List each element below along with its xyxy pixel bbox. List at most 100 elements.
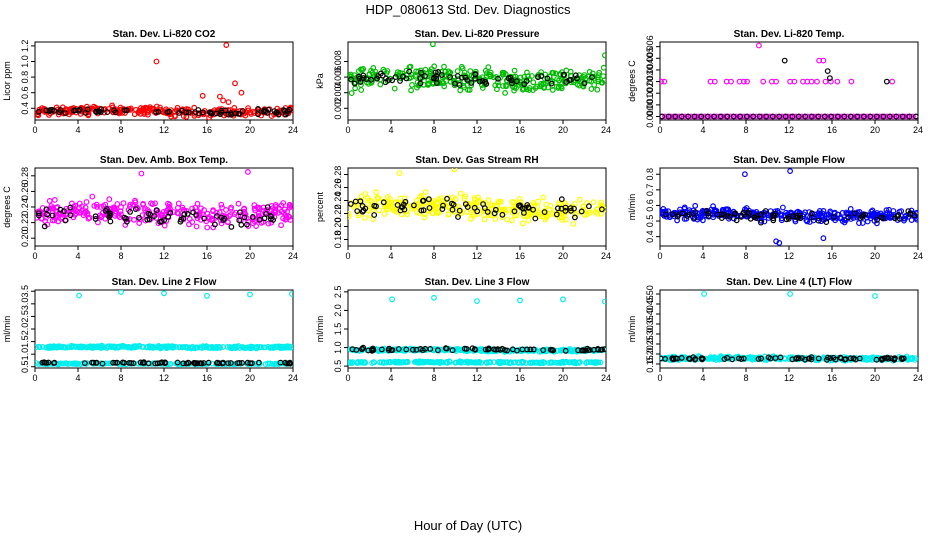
data-point	[183, 109, 190, 116]
data-point	[404, 211, 411, 218]
data-point	[756, 42, 762, 49]
data-point	[560, 296, 566, 303]
y-tick-label: 0.28	[20, 167, 30, 185]
data-point	[537, 360, 543, 367]
x-tick-label: 12	[159, 125, 169, 135]
data-point	[828, 78, 834, 85]
data-point	[902, 215, 908, 222]
data-point	[717, 113, 724, 120]
data-point	[540, 359, 547, 365]
data-point	[144, 207, 151, 213]
data-point	[164, 109, 171, 115]
data-point	[466, 200, 472, 207]
y-tick-label: 0.20	[645, 345, 655, 363]
data-point	[541, 209, 548, 216]
data-point	[286, 106, 293, 113]
data-point	[541, 84, 547, 91]
data-point	[598, 347, 604, 353]
data-point	[121, 107, 128, 113]
data-point	[385, 347, 392, 354]
data-point	[422, 189, 429, 196]
x-tick-label: 16	[827, 251, 837, 261]
data-point	[414, 197, 420, 204]
y-tick-label: 0.7	[645, 184, 655, 197]
x-tick-label: 24	[288, 373, 298, 383]
data-point	[435, 68, 442, 75]
data-point	[535, 211, 542, 218]
x-tick-label: 24	[913, 251, 923, 261]
data-point	[62, 110, 69, 116]
data-point	[818, 212, 825, 219]
x-tick-label: 24	[913, 373, 923, 383]
y-tick-label: 0.008	[333, 50, 343, 73]
y-tick-label: 0.5	[645, 215, 655, 228]
data-point	[251, 202, 258, 209]
data-point	[907, 355, 914, 362]
data-point	[769, 113, 776, 120]
data-point	[176, 109, 183, 116]
panel-title: Stan. Dev. Line 3 Flow	[425, 277, 530, 288]
data-point	[56, 210, 63, 217]
data-point	[576, 359, 582, 366]
data-point	[119, 359, 126, 366]
data-point	[899, 113, 906, 120]
data-point	[864, 113, 871, 120]
data-point	[114, 201, 121, 207]
y-tick-label: 0.22	[333, 205, 343, 223]
data-point	[127, 344, 134, 351]
data-point	[535, 74, 541, 81]
y-tick-label: 0.006	[645, 35, 655, 58]
y-tick-label: 0.40	[645, 305, 655, 323]
data-point	[780, 204, 786, 211]
data-point	[362, 191, 369, 197]
data-point	[661, 78, 668, 85]
data-point	[586, 203, 592, 210]
data-point	[854, 113, 861, 120]
data-point	[158, 212, 165, 219]
data-point	[462, 201, 469, 208]
data-point	[161, 343, 168, 350]
data-point	[749, 356, 756, 363]
plot-frame	[659, 41, 919, 121]
data-point	[885, 355, 892, 362]
data-point	[350, 203, 357, 210]
data-point	[86, 214, 93, 221]
data-point	[599, 206, 605, 213]
data-point	[201, 215, 208, 222]
data-point	[175, 200, 182, 207]
y-tick-label: 0.22	[20, 214, 30, 232]
data-point	[261, 215, 268, 222]
data-point	[570, 220, 577, 227]
data-point	[698, 113, 705, 120]
data-point	[880, 113, 887, 120]
chart-panel: Stan. Dev. Line 3 Flow 0 4 8 12 16 20 24 0.5 1.0 1…	[315, 277, 611, 383]
data-point	[363, 76, 370, 82]
data-point	[220, 359, 227, 366]
data-point	[458, 63, 465, 70]
data-point	[111, 343, 118, 350]
y-tick-label: 0.002	[645, 82, 655, 105]
data-point	[213, 213, 220, 219]
data-point	[259, 344, 265, 351]
x-tick-label: 8	[743, 251, 748, 261]
data-point	[701, 291, 707, 297]
data-point	[669, 211, 676, 218]
data-point	[51, 196, 58, 203]
data-point	[482, 78, 489, 85]
data-point	[407, 63, 414, 70]
data-point	[517, 297, 523, 304]
data-point	[491, 359, 497, 366]
plot-frame	[659, 167, 919, 247]
data-point	[380, 360, 387, 366]
data-point	[389, 296, 396, 303]
data-point	[790, 213, 797, 220]
data-point	[267, 360, 274, 367]
data-point	[773, 113, 780, 120]
data-point	[823, 219, 830, 226]
data-point	[287, 203, 293, 209]
data-point	[540, 194, 547, 201]
data-point	[410, 346, 416, 353]
y-tick-label: 2.0	[20, 323, 30, 336]
data-point	[516, 195, 523, 202]
data-point	[84, 106, 91, 113]
